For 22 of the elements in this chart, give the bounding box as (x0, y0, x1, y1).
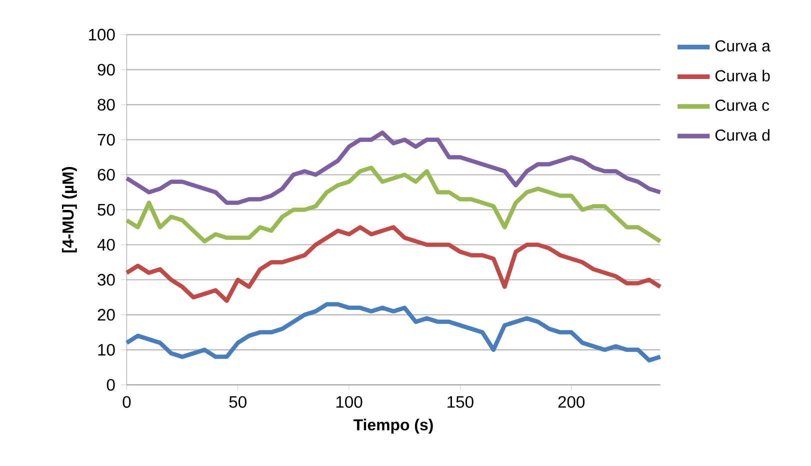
y-tick-label: 30 (98, 274, 115, 286)
y-tick-label: 80 (98, 98, 115, 110)
y-tick-label: 90 (98, 64, 115, 76)
y-tick-label: 50 (98, 204, 115, 216)
y-tick-label: 40 (97, 238, 115, 251)
x-tick-label: 150 (448, 396, 474, 408)
legend-label: Curva a (715, 40, 770, 52)
legend-label: Curva d (715, 129, 770, 141)
x-tick-label: 0 (122, 396, 131, 408)
x-tick-label: 50 (229, 396, 246, 408)
x-axis-title: Tiempo (s) (354, 418, 433, 434)
y-tick-label: 100 (89, 28, 115, 40)
y-tick-label: 60 (98, 168, 115, 181)
y-tick-label: 0 (106, 378, 115, 391)
y-tick-label: 10 (98, 344, 115, 356)
x-tick-label: 200 (558, 396, 585, 408)
legend-label: Curva b (715, 70, 770, 82)
y-tick-label: 20 (98, 308, 115, 321)
legend-label: Curva c (715, 100, 770, 111)
y-tick-label: 70 (98, 134, 115, 146)
x-tick-label: 100 (336, 396, 362, 408)
y-axis-title: [4-MU] (µM) (62, 166, 77, 252)
